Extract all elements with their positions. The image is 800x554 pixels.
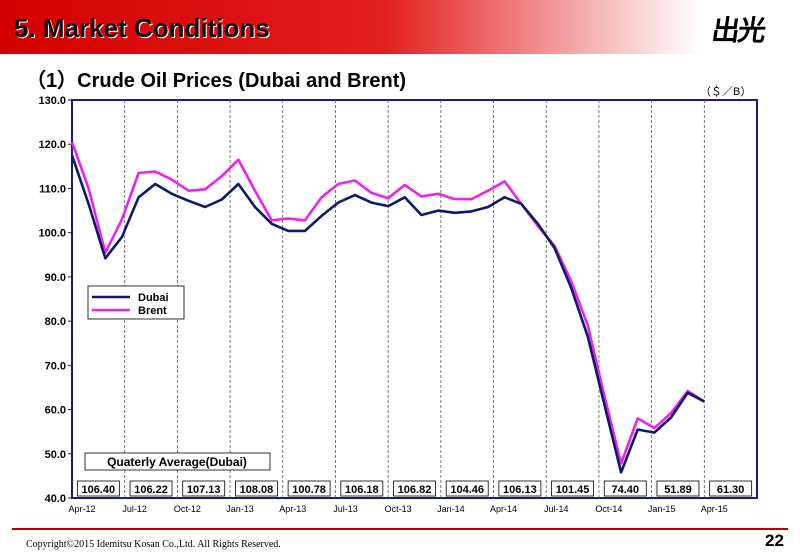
copyright: Copyright©2015 Idemitsu Kosan Co.,Ltd. A… — [26, 539, 281, 550]
crude-oil-price-chart: 40.0 50.0 60.0 70.0 80.0 90.0 100.0 110.0 120.0 1… — [38, 95, 758, 514]
quarterly-average-box — [445, 480, 489, 497]
company-logo: 出光 — [705, 10, 791, 50]
series-line-dubai — [70, 154, 705, 474]
x-tick-label: Oct-13 — [385, 504, 412, 514]
quarterly-average-value: 74.40 — [612, 484, 640, 496]
quarterly-average-box — [656, 480, 700, 497]
y-tick-label: 130.0 — [38, 95, 66, 107]
x-tick-label: Jul-14 — [544, 504, 569, 514]
x-tick-label: Jul-12 — [122, 504, 147, 514]
quarterly-average-value: 51.89 — [664, 484, 692, 496]
quarterly-average-value: 107.13 — [187, 484, 221, 496]
x-tick-label: Apr-13 — [279, 504, 306, 514]
quarterly-average-box — [235, 480, 278, 497]
quarterly-average-box — [551, 480, 594, 497]
x-tick-label: Apr-14 — [490, 504, 517, 514]
quarterly-average-value: 106.18 — [345, 484, 379, 496]
annotation-title: Quaterly Average(Dubai) — [107, 455, 247, 469]
y-tick-label: 70.0 — [45, 360, 66, 372]
x-tick-label: Apr-15 — [701, 504, 728, 514]
page-number: 22 — [765, 531, 784, 550]
quarterly-average-box — [287, 480, 331, 497]
quarterly-average-box — [340, 480, 384, 497]
quarterly-average-value: 108.08 — [240, 484, 274, 496]
y-tick-label: 100.0 — [38, 228, 66, 240]
y-tick-label: 60.0 — [45, 405, 66, 417]
quarterly-average-box — [393, 480, 436, 497]
x-tick-label: Apr-12 — [68, 504, 95, 514]
legend-label-dubai: Dubai — [138, 292, 169, 304]
x-tick-label: Oct-14 — [595, 504, 622, 514]
footer-divider — [12, 528, 788, 530]
legend-label-brent: Brent — [138, 305, 167, 317]
x-tick-label: Jul-13 — [333, 504, 358, 514]
quarterly-average-value: 106.22 — [134, 484, 168, 496]
x-tick-label: Jan-13 — [226, 504, 254, 514]
unit-label: （＄／B） — [700, 86, 752, 98]
title-bar: 5. Market Conditions — [0, 0, 700, 54]
quarterly-average-box — [182, 480, 226, 497]
quarterly-average-box — [603, 480, 647, 497]
x-tick-label: Jan-14 — [437, 504, 465, 514]
quarterly-average-annotation: Quaterly Average(Dubai) — [84, 452, 271, 471]
quarterly-average-value: 61.30 — [717, 484, 745, 496]
quarterly-average-value: 100.78 — [292, 484, 326, 496]
x-tick-label: Jan-15 — [648, 504, 676, 514]
y-tick-label: 90.0 — [45, 272, 66, 284]
svg-text:出光: 出光 — [710, 14, 768, 47]
quarterly-average-box — [76, 480, 120, 497]
y-tick-label: 110.0 — [39, 183, 66, 195]
page-title: 5. Market Conditions — [14, 13, 270, 43]
chart-subtitle: （1）Crude Oil Prices (Dubai and Brent) — [26, 70, 407, 92]
y-tick-label: 50.0 — [45, 449, 66, 461]
quarterly-average-value: 101.45 — [556, 484, 590, 496]
quarterly-average-value: 104.46 — [450, 484, 484, 496]
series-line-brent — [70, 141, 705, 465]
y-tick-label: 80.0 — [45, 316, 66, 328]
quarterly-average-box — [709, 480, 753, 497]
quarterly-average-value: 106.82 — [398, 484, 432, 496]
quarterly-average-box — [498, 480, 542, 497]
quarterly-average-box — [129, 480, 173, 497]
logo-mark: 出光 — [710, 14, 768, 47]
quarterly-average-value: 106.40 — [82, 484, 116, 496]
y-tick-label: 120.0 — [38, 139, 66, 151]
quarterly-average-value: 106.13 — [503, 484, 537, 496]
x-tick-label: Oct-12 — [174, 504, 201, 514]
y-tick-label: 40.0 — [45, 493, 66, 505]
